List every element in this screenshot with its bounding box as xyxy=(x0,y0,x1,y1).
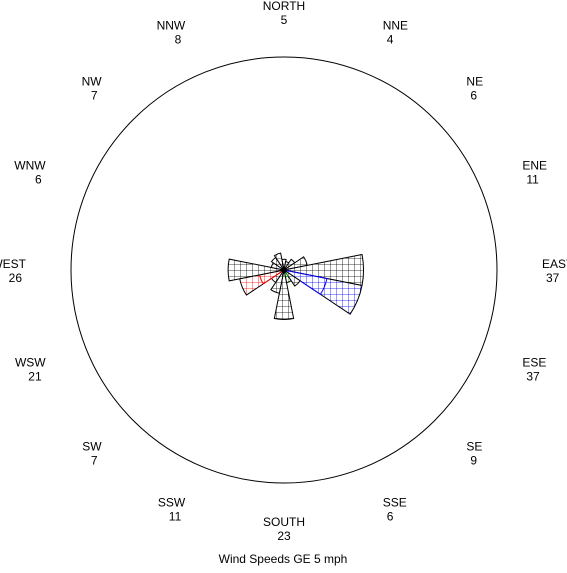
count-ene: 11 xyxy=(526,172,539,186)
label-west: WEST xyxy=(0,257,27,271)
label-ese: ESE xyxy=(522,356,546,370)
label-se: SE xyxy=(466,439,482,453)
petal-se xyxy=(283,269,301,287)
count-south: 23 xyxy=(277,529,291,543)
label-sse: SSE xyxy=(383,495,407,509)
count-ne: 6 xyxy=(470,89,477,103)
count-sse: 6 xyxy=(387,509,394,523)
label-wnw: WNW xyxy=(14,158,46,172)
label-ene: ENE xyxy=(522,158,547,172)
outer-circle xyxy=(70,56,498,484)
label-sw: SW xyxy=(82,439,102,453)
count-nne: 4 xyxy=(387,33,394,47)
label-ssw: SSW xyxy=(158,495,186,509)
count-sw: 7 xyxy=(91,453,98,467)
center-dot xyxy=(281,267,287,273)
label-north: NORTH xyxy=(263,0,305,13)
label-nnw: NNW xyxy=(157,19,186,33)
count-east: 37 xyxy=(546,271,560,285)
direction-labels: NORTH5NNE4NE6ENE11EAST37ESE37SE9SSE6SOUT… xyxy=(0,0,567,543)
count-north: 5 xyxy=(281,13,288,27)
petal-south xyxy=(273,269,295,320)
label-nw: NW xyxy=(82,75,103,89)
count-ese: 37 xyxy=(526,370,540,384)
count-nnw: 8 xyxy=(175,33,182,47)
petal-nnw xyxy=(273,252,285,271)
label-south: SOUTH xyxy=(263,515,305,529)
label-east: EAST xyxy=(542,257,567,271)
petal-ese xyxy=(283,269,363,315)
label-wsw: WSW xyxy=(15,356,46,370)
wind-petals xyxy=(227,252,364,320)
count-ssw: 11 xyxy=(169,509,182,523)
label-nne: NNE xyxy=(383,19,408,33)
count-west: 26 xyxy=(9,271,23,285)
petal-west xyxy=(227,258,285,282)
count-nw: 7 xyxy=(91,89,98,103)
count-wnw: 6 xyxy=(35,172,42,186)
label-ne: NE xyxy=(466,75,483,89)
count-wsw: 21 xyxy=(28,370,42,384)
petal-band-ese xyxy=(283,269,328,296)
footnote: Wind Speeds GE 5 mph xyxy=(219,552,348,566)
count-se: 9 xyxy=(470,453,477,467)
